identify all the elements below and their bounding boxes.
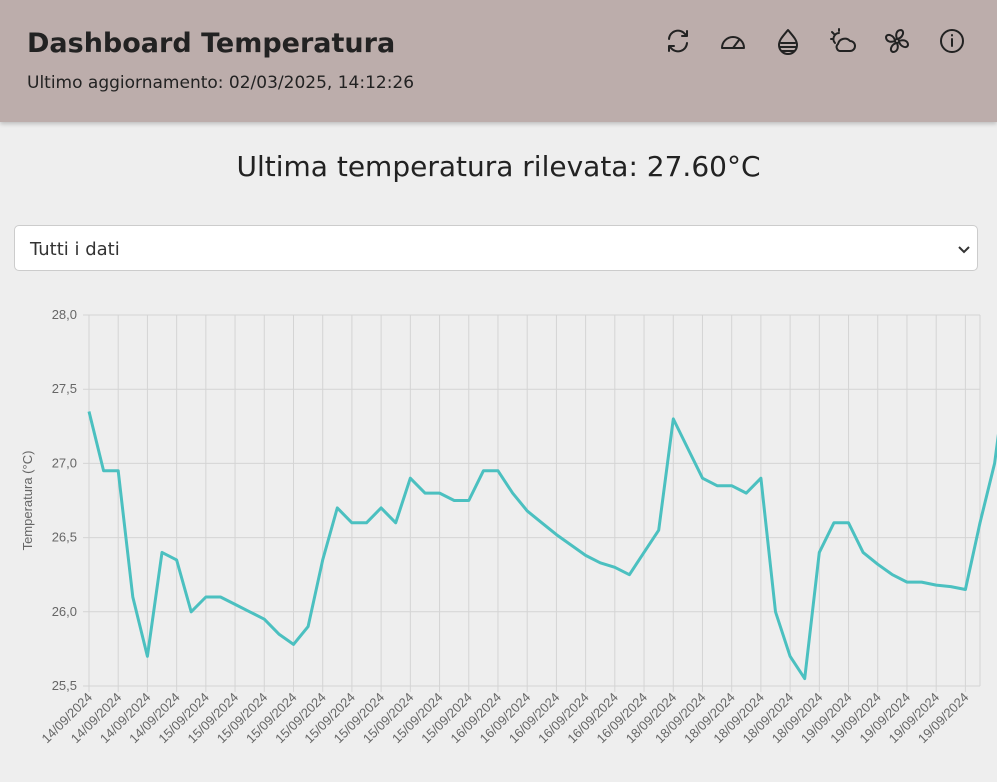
last-update: Ultimo aggiornamento: 02/03/2025, 14:12:… [27,73,415,93]
latest-temperature: Ultima temperatura rilevata: 27.60°C [236,150,761,183]
fan-button[interactable] [883,27,911,55]
y-tick-label: 28,0 [52,307,77,322]
humidity-button[interactable] [774,27,802,55]
weather-button[interactable] [829,27,857,55]
range-select[interactable]: Tutti i dati [14,225,978,271]
temperature-line [87,411,997,681]
y-tick-label: 26,5 [52,530,77,545]
y-tick-label: 27,0 [52,455,77,470]
y-tick-label: 27,5 [52,381,77,396]
gauge-button[interactable] [719,27,747,55]
y-tick-label: 26,0 [52,604,77,619]
y-tick-label: 25,5 [52,678,77,693]
refresh-button[interactable] [664,27,692,55]
select-value: Tutti i dati [30,239,120,260]
y-axis-title: Temperatura (°C) [20,451,35,551]
header: Dashboard Temperatura Ultimo aggiornamen… [0,0,997,122]
info-button[interactable] [938,27,966,55]
select-arrow [958,246,970,254]
header-title: Dashboard Temperatura [27,28,396,59]
